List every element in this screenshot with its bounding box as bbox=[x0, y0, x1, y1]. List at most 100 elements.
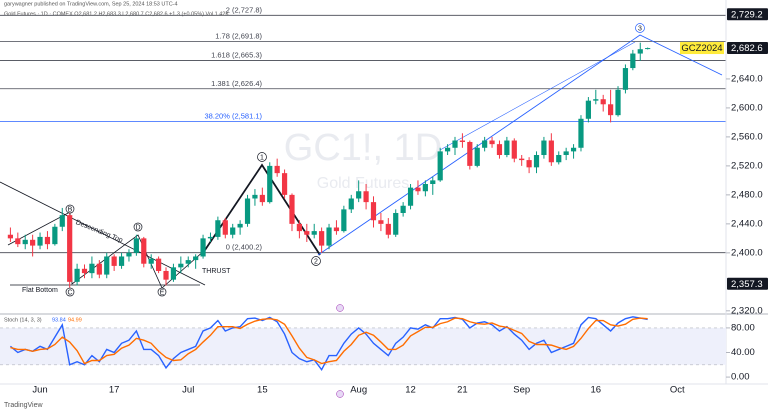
candle-body bbox=[52, 226, 58, 245]
fib-label: 1.618 (2,665.3) bbox=[211, 51, 262, 60]
candle-body bbox=[570, 147, 577, 152]
candle-body bbox=[156, 258, 162, 271]
candle-body bbox=[118, 256, 125, 266]
candle-body bbox=[615, 89, 621, 116]
event-marker[interactable] bbox=[336, 304, 344, 312]
price-tag bbox=[727, 277, 768, 290]
event-marker[interactable] bbox=[336, 390, 344, 398]
candle-body bbox=[511, 140, 517, 159]
candle-body bbox=[393, 212, 399, 235]
wave-label: 2 bbox=[314, 258, 318, 265]
wave-circle bbox=[133, 222, 143, 232]
pattern-label: Flat Bottom bbox=[22, 287, 58, 294]
candle-body bbox=[104, 256, 110, 275]
fib-label: 1.381 (2,626.4) bbox=[211, 79, 262, 88]
candle-body bbox=[230, 227, 236, 235]
channel-line bbox=[439, 41, 636, 151]
wave-label: B bbox=[68, 206, 73, 213]
candle-body bbox=[215, 220, 221, 237]
wave-circle bbox=[157, 287, 167, 297]
wave-label: 1 bbox=[260, 154, 264, 161]
candle-body bbox=[467, 141, 473, 166]
price-tag-label: 2,357.3 bbox=[731, 279, 763, 290]
wave-circle bbox=[311, 256, 321, 266]
candle-body bbox=[267, 165, 273, 203]
candle-body bbox=[207, 236, 214, 239]
candle-body bbox=[304, 231, 310, 235]
price-tags: 2,729.2 2,682.6 2,357.3 GCZ2024 bbox=[680, 8, 768, 290]
wave-circle bbox=[65, 287, 75, 297]
x-tick-label: 21 bbox=[457, 385, 468, 396]
wave-circle bbox=[65, 204, 75, 214]
x-tick-label: Jun bbox=[32, 385, 47, 396]
y-tick-label: 80.00 bbox=[731, 322, 755, 333]
candle-body bbox=[407, 187, 414, 206]
candle-body bbox=[341, 209, 347, 232]
stoch-d-value: 94.99 bbox=[68, 317, 82, 323]
x-tick-label: 16 bbox=[591, 385, 602, 396]
candle-body bbox=[422, 184, 428, 192]
candle-body bbox=[281, 173, 288, 195]
candle-body bbox=[252, 194, 258, 199]
fib-label: 38.20% (2,581.1) bbox=[204, 112, 262, 121]
publisher: garywagner published on TradingView.com,… bbox=[4, 1, 178, 7]
candle-body bbox=[163, 270, 169, 280]
y-tick-label: 2,400.0 bbox=[731, 247, 763, 258]
fib-label: 0 (2,400.2) bbox=[226, 243, 263, 252]
candle-body bbox=[148, 258, 154, 264]
x-tick-label: Sep bbox=[513, 385, 530, 396]
y-tick-label: 2,600.0 bbox=[731, 102, 763, 113]
candle-body bbox=[363, 191, 369, 203]
wave-label: E bbox=[160, 289, 165, 296]
candle-body bbox=[519, 158, 525, 161]
stoch-line bbox=[10, 317, 648, 365]
candle-body bbox=[244, 198, 251, 224]
x-tick-label: Jul bbox=[182, 385, 194, 396]
candle-body bbox=[274, 165, 280, 174]
candle-body bbox=[430, 180, 436, 185]
candle-body bbox=[348, 198, 354, 210]
y-tick-label: 2,640.0 bbox=[731, 73, 763, 84]
x-tick-label: Aug bbox=[350, 385, 367, 396]
wave-circle bbox=[257, 152, 267, 162]
candle-body bbox=[259, 194, 265, 203]
x-tick-label: 12 bbox=[405, 385, 416, 396]
candle-body bbox=[437, 151, 443, 181]
stoch-line bbox=[9, 316, 648, 372]
candle-body bbox=[585, 100, 591, 119]
candle-body bbox=[474, 147, 480, 166]
candle-body bbox=[533, 155, 540, 168]
candle-body bbox=[496, 144, 503, 156]
candle-body bbox=[96, 263, 102, 275]
y-tick-label: 2,520.0 bbox=[731, 160, 763, 171]
candle-body bbox=[296, 223, 302, 232]
watermark-name: Gold Futures bbox=[317, 175, 409, 192]
candle-body bbox=[415, 187, 421, 192]
candle-body bbox=[482, 140, 488, 148]
stochastic-pane: 0.00 40.00 80.00 bbox=[0, 316, 755, 383]
candle-body bbox=[222, 220, 228, 235]
candle-body bbox=[289, 194, 295, 224]
candle-body bbox=[193, 256, 199, 261]
y-tick-label: 2,480.0 bbox=[731, 189, 763, 200]
candles bbox=[7, 42, 651, 288]
symbol-line: Gold Futures · 1D · COMEX O2,681.2 H2,68… bbox=[4, 11, 229, 17]
wave-label: 3 bbox=[638, 25, 642, 32]
contract-tag: GCZ2024 bbox=[681, 43, 722, 54]
fib-label: 2 (2,727.8) bbox=[226, 5, 263, 14]
y-tick-label: 0.00 bbox=[731, 372, 750, 383]
y-tick-label: 2,560.0 bbox=[731, 131, 763, 142]
candle-body bbox=[645, 48, 651, 50]
candle-body bbox=[319, 231, 325, 246]
price-tag bbox=[727, 8, 768, 21]
candle-body bbox=[141, 238, 147, 264]
candle-body bbox=[356, 191, 362, 199]
candle-body bbox=[37, 236, 43, 246]
y-tick-label: 2,320.0 bbox=[731, 305, 763, 316]
candle-body bbox=[237, 223, 243, 228]
candle-body bbox=[452, 140, 458, 148]
candle-body bbox=[608, 104, 614, 116]
candle-body bbox=[67, 215, 73, 282]
axes: 2,320.0 2,400.0 2,440.0 2,480.0 2,520.0 2,560… bbox=[32, 73, 762, 395]
